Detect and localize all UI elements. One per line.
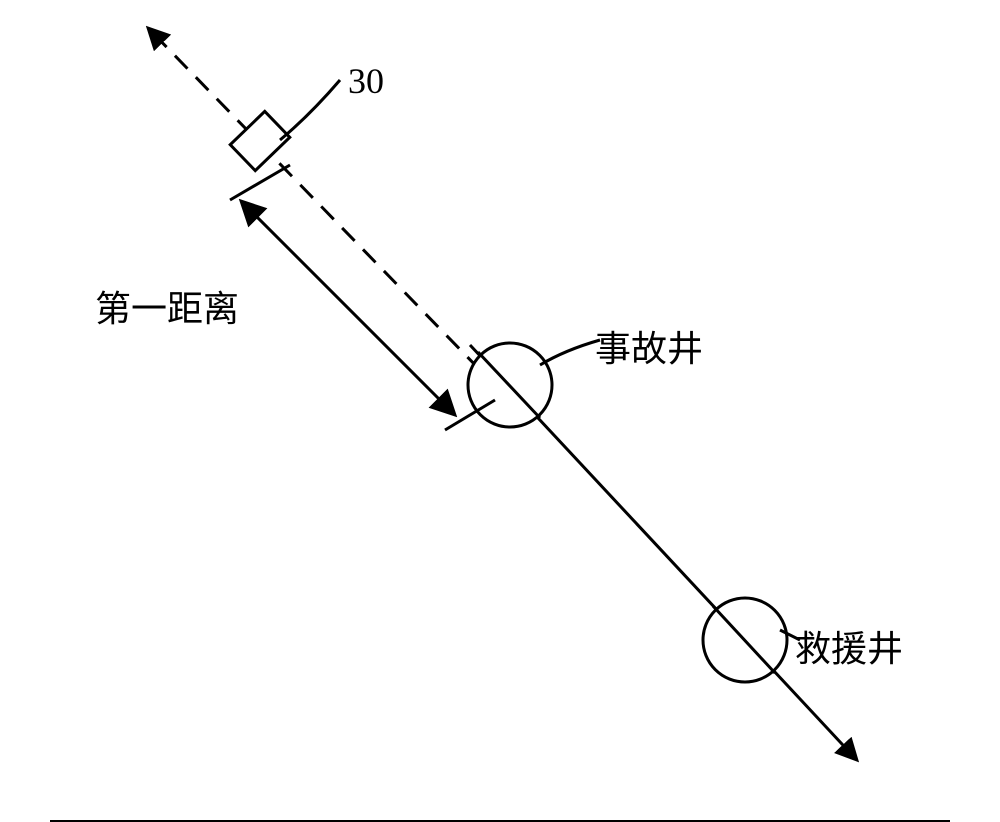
distance-tick-top <box>230 165 290 200</box>
box-leader-line <box>280 80 340 140</box>
accident-well-leader <box>540 340 600 365</box>
diagram-svg <box>0 0 1000 822</box>
accident-well-label: 事故井 <box>595 320 703 372</box>
box-label: 30 <box>348 60 384 102</box>
distance-label: 第一距离 <box>95 280 239 332</box>
diagram-container: 30 第一距离 事故井 救援井 <box>0 0 1000 822</box>
rescue-well-label: 救援井 <box>795 620 903 672</box>
